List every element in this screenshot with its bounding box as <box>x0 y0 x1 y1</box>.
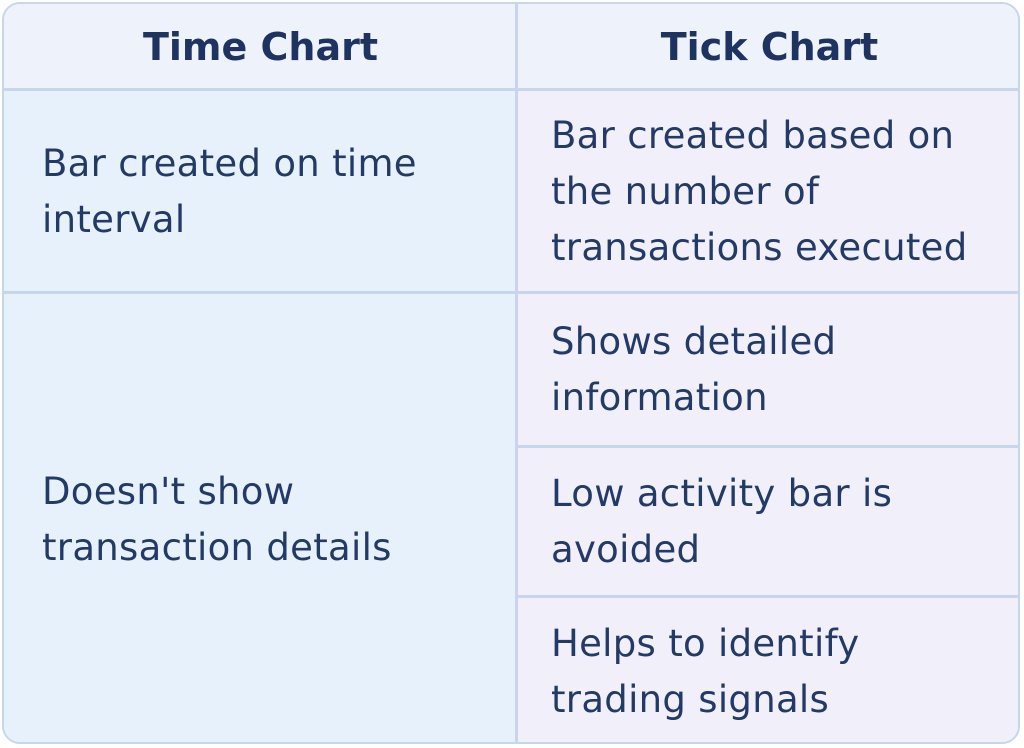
row1-divider <box>4 291 1018 294</box>
row2b-tick-chart-text: Low activity bar is avoided <box>551 472 893 571</box>
header-tick-chart: Tick Chart <box>517 4 1018 90</box>
header-divider <box>4 88 1018 91</box>
row2b-divider <box>517 595 1018 598</box>
row2a-divider <box>517 445 1018 448</box>
column-divider <box>515 4 518 742</box>
row2-time-chart-cell: Doesn't show transaction details <box>4 293 517 742</box>
row2a-tick-chart-cell: Shows detailed information <box>517 293 1018 447</box>
row1-time-chart-text: Bar created on time interval <box>42 141 417 241</box>
header-time-chart: Time Chart <box>4 4 517 90</box>
row2b-tick-chart-cell: Low activity bar is avoided <box>517 447 1018 597</box>
row2-time-chart-text: Doesn't show transaction details <box>42 469 392 569</box>
row1-tick-chart-text: Bar created based on the number of trans… <box>551 113 968 269</box>
row1-time-chart-cell: Bar created on time interval <box>4 90 517 293</box>
row1-tick-chart-cell: Bar created based on the number of trans… <box>517 90 1018 293</box>
header-time-chart-label: Time Chart <box>142 25 379 69</box>
header-tick-chart-label: Tick Chart <box>660 25 879 69</box>
row2c-tick-chart-cell: Helps to identify trading signals <box>517 597 1018 742</box>
row2a-tick-chart-text: Shows detailed information <box>551 320 837 419</box>
row2c-tick-chart-text: Helps to identify trading signals <box>551 621 860 721</box>
